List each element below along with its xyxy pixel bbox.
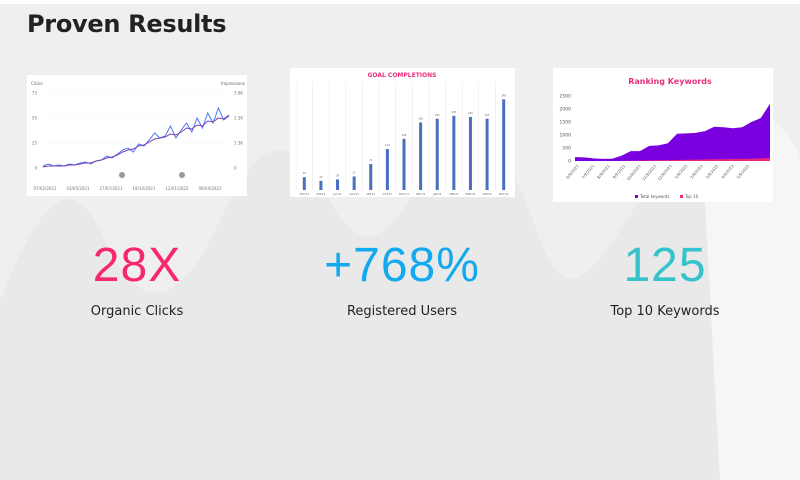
data-label: 200 — [468, 111, 473, 115]
legend-swatch — [680, 195, 683, 198]
x-tick-label: DEC'21 — [416, 192, 426, 196]
page-title: Proven Results — [27, 10, 227, 38]
x-tick-label: 2/9/2022 — [689, 163, 704, 180]
x-tick-label: 10/9/2021 — [625, 163, 642, 182]
data-label: 203 — [451, 110, 456, 114]
annotation-marker — [119, 172, 125, 178]
x-tick-label: 6/9/2021 — [565, 163, 580, 180]
bar — [419, 122, 423, 190]
data-label: 195 — [485, 113, 490, 117]
x-tick-label: MAY'21 — [300, 192, 310, 196]
y-tick-label: 0 — [34, 166, 37, 171]
x-tick-label: 03/05/2021 — [66, 186, 90, 191]
y-tick-label: 1000 — [560, 133, 572, 139]
y-axis-label: Clicks — [31, 81, 43, 86]
y-tick-label: 2500 — [560, 94, 572, 100]
data-label: 185 — [418, 116, 423, 120]
x-tick-label: NOV'21 — [399, 192, 409, 196]
goal-completions-chart: GOAL COMPLETIONS 35 MAY'21 25 JUN'21 29 JUL'21… — [290, 68, 515, 197]
stat-value: +768% — [324, 239, 480, 292]
bar — [485, 118, 489, 190]
data-label: 71 — [369, 158, 373, 162]
stat-label: Top 10 Keywords — [610, 304, 720, 319]
y2-tick-label: 0 — [234, 166, 237, 171]
data-label: 248 — [501, 93, 506, 97]
stat-registered-users: +768% Registered Users — [272, 238, 532, 319]
y-tick-label: 50 — [32, 116, 38, 121]
bar — [352, 176, 356, 190]
area-top-10 — [575, 157, 770, 161]
bar — [369, 164, 373, 190]
y2-tick-label: 1.3K — [234, 141, 243, 146]
chart-title: GOAL COMPLETIONS — [368, 72, 437, 79]
data-label: 140 — [402, 133, 407, 137]
series-line-clicks — [42, 106, 230, 167]
bar — [502, 99, 506, 190]
x-tick-label: 06/04/2022 — [198, 186, 222, 191]
data-label: 29 — [336, 173, 340, 177]
stat-top10-keywords: 125 Top 10 Keywords — [535, 238, 795, 319]
stat-value: 28X — [92, 239, 182, 292]
y-tick-label: 2000 — [560, 107, 572, 113]
x-tick-label: 11/9/2021 — [641, 163, 658, 182]
x-tick-label: 9/9/2021 — [611, 163, 626, 180]
x-tick-label: JUN'21 — [316, 192, 326, 196]
y-tick-label: 0 — [568, 159, 571, 165]
y2-axis-label: Impressions — [221, 81, 245, 86]
x-tick-label: OCT'21 — [383, 192, 393, 196]
stat-organic-clicks: 28X Organic Clicks — [7, 238, 267, 319]
annotation-marker — [179, 172, 185, 178]
x-tick-label: 8/9/2021 — [596, 163, 611, 180]
series-line-impressions — [42, 114, 230, 168]
y-tick-label: 25 — [32, 141, 38, 146]
bar — [319, 180, 323, 190]
bar — [402, 138, 406, 190]
x-tick-label: 7/9/2021 — [580, 163, 595, 180]
x-tick-label: APR'22 — [482, 192, 492, 196]
x-tick-label: 12/01/2022 — [165, 186, 189, 191]
bar — [336, 179, 340, 190]
x-tick-label: 1/9/2022 — [673, 163, 688, 180]
bar — [452, 115, 456, 190]
ranking-keywords-chart: Ranking Keywords 0 500 1000 1500 2000 2500 6/9/… — [553, 68, 773, 202]
data-label: 195 — [435, 113, 440, 117]
bar — [468, 116, 472, 190]
data-label: 35 — [303, 171, 307, 175]
x-tick-label: 4/9/2022 — [720, 163, 735, 180]
data-label: 112 — [385, 143, 390, 147]
y-tick-label: 1500 — [560, 120, 572, 126]
organic-clicks-chart: Clicks Impressions 0 0 25 1.3K 50 2.5K 75 3.8K 07/… — [27, 75, 247, 196]
x-tick-label: 19/10/2021 — [132, 186, 156, 191]
x-tick-label: MAY'22 — [499, 192, 509, 196]
x-tick-label: 27/07/2021 — [99, 186, 123, 191]
stat-label: Organic Clicks — [90, 304, 184, 319]
stat-label: Registered Users — [346, 304, 458, 319]
bar — [385, 149, 389, 190]
x-tick-label: MAR'22 — [466, 192, 476, 196]
x-tick-label: 12/9/2021 — [656, 163, 673, 182]
y2-tick-label: 3.8K — [234, 91, 243, 96]
chart-title: Ranking Keywords — [628, 77, 712, 86]
legend-swatch — [635, 195, 638, 198]
y2-tick-label: 2.5K — [234, 116, 243, 121]
x-tick-label: JAN'22 — [432, 192, 442, 196]
x-tick-label: JUL'21 — [332, 192, 341, 196]
y-tick-label: 75 — [32, 91, 38, 96]
bar — [435, 118, 439, 190]
bar — [302, 177, 306, 190]
legend-label: Top 10 — [684, 194, 699, 199]
x-tick-label: AUG'21 — [349, 192, 359, 196]
area-total-keywords — [575, 103, 770, 161]
x-tick-label: FEB'22 — [449, 192, 458, 196]
y-tick-label: 500 — [562, 146, 571, 152]
stat-value: 125 — [623, 239, 707, 292]
x-tick-label: SEP'21 — [366, 192, 375, 196]
data-label: 25 — [319, 175, 323, 179]
x-tick-label: 5/9/2022 — [735, 163, 750, 180]
x-tick-label: 3/9/2022 — [704, 163, 719, 180]
legend-label: Total keywords — [639, 194, 670, 199]
data-label: 37 — [353, 170, 357, 174]
x-tick-label: 07/02/2021 — [33, 186, 57, 191]
